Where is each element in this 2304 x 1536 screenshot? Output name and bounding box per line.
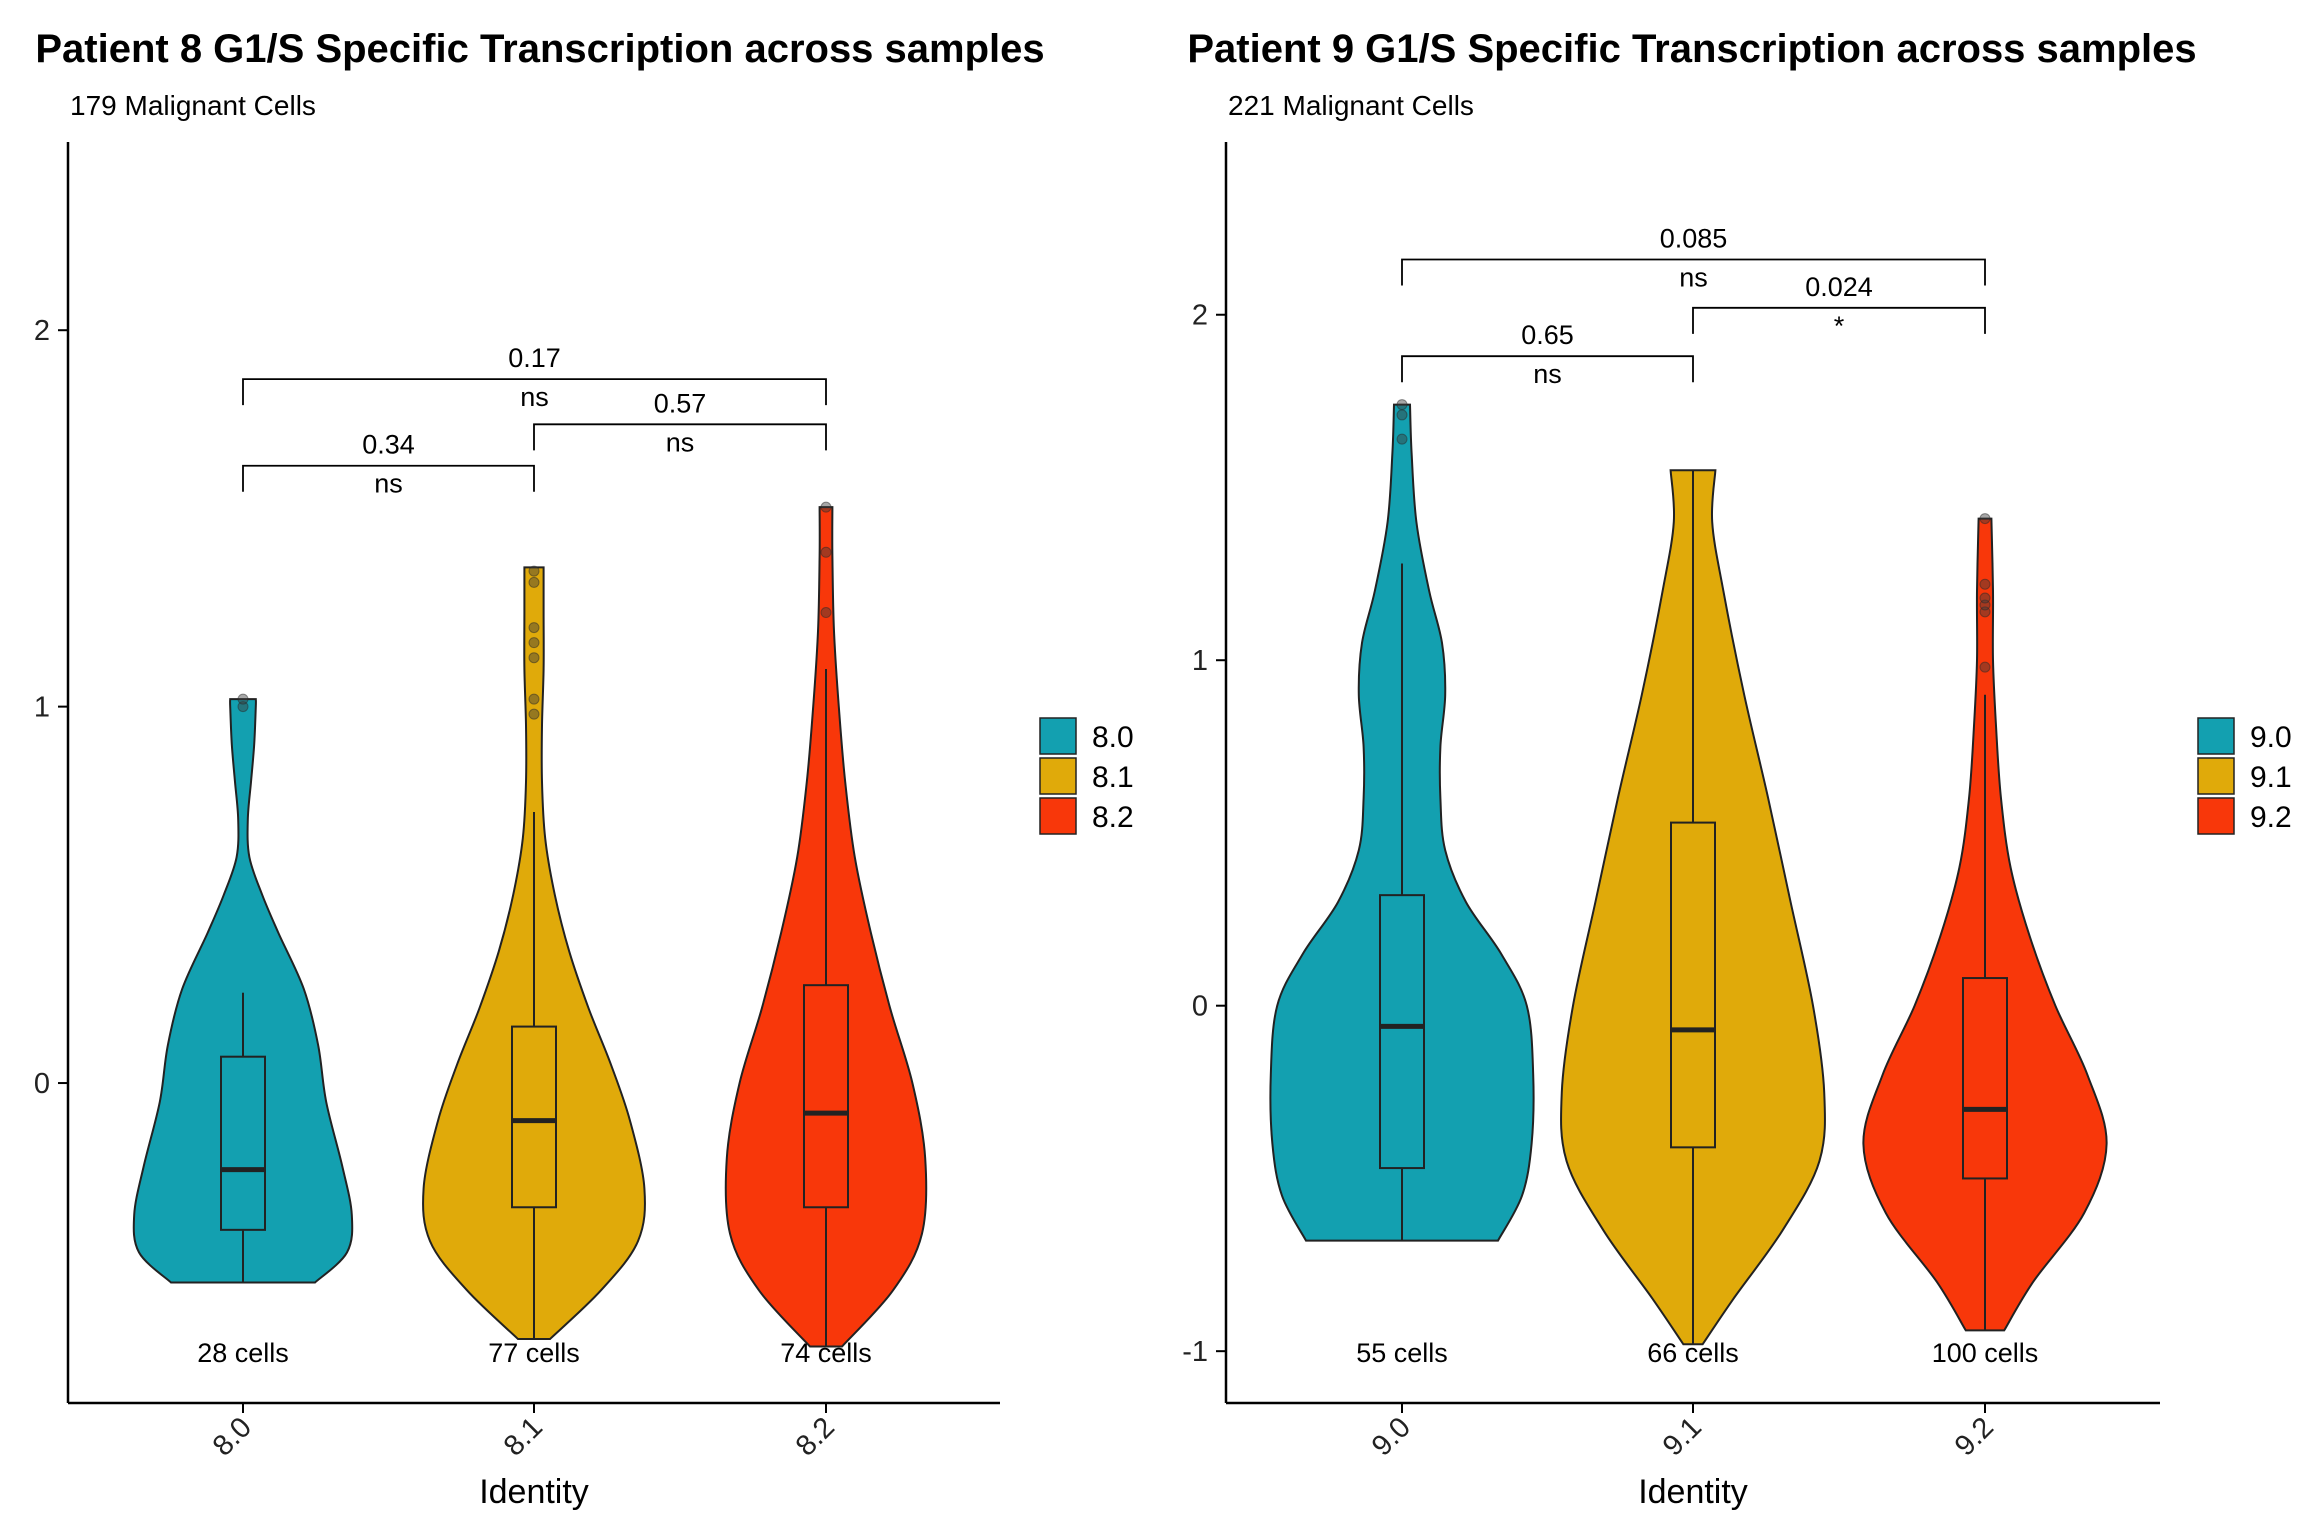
outlier-point	[528, 693, 540, 705]
x-tick-label: 9.1	[1657, 1411, 1708, 1462]
p-value-label: 0.34	[362, 430, 415, 460]
significance-label: ns	[666, 427, 695, 457]
p-value-label: 0.085	[1660, 223, 1728, 253]
cell-count-label: 100 cells	[1932, 1338, 2039, 1368]
p-value-label: 0.57	[654, 388, 707, 418]
comparison-bracket	[242, 378, 827, 406]
legend-swatch-9.1	[2197, 757, 2235, 795]
box-8.2	[803, 984, 849, 1209]
violin-9.1	[1560, 469, 1826, 1346]
outlier-point	[1979, 578, 1991, 590]
outlier-point	[528, 576, 540, 588]
chart-title: Patient 8 G1/S Specific Transcription ac…	[35, 27, 1044, 71]
panel-patient-9: Patient 9 G1/S Specific Transcription ac…	[1182, 27, 2292, 1511]
significance-label: ns	[520, 382, 549, 412]
cell-count-label: 66 cells	[1647, 1338, 1739, 1368]
legend-label: 8.0	[1092, 721, 1134, 754]
y-tick-label: 0	[1192, 991, 1208, 1023]
outlier-point	[1979, 592, 1991, 604]
outlier-point	[1396, 409, 1408, 421]
x-axis-title: Identity	[1638, 1473, 1748, 1511]
outlier-point	[237, 693, 249, 705]
outlier-point	[528, 637, 540, 649]
outlier-point	[820, 607, 832, 619]
outlier-point	[528, 708, 540, 720]
chart-subtitle: 221 Malignant Cells	[1228, 90, 1474, 121]
significance-label: *	[1834, 311, 1845, 341]
box-9.1	[1670, 821, 1716, 1149]
legend-label: 8.1	[1092, 761, 1134, 794]
cell-count-label: 55 cells	[1356, 1338, 1448, 1368]
significance-label: ns	[374, 469, 403, 499]
outlier-point	[528, 622, 540, 634]
comparison-bracket	[1401, 258, 1986, 286]
comparison-bracket	[242, 464, 535, 492]
violin-8.0	[132, 698, 354, 1284]
cell-count-label: 74 cells	[780, 1338, 872, 1368]
legend-swatch-8.0	[1039, 717, 1077, 755]
outlier-point	[1979, 661, 1991, 673]
p-value-label: 0.024	[1805, 272, 1873, 302]
y-tick-label: 2	[1192, 300, 1208, 332]
chart-subtitle: 179 Malignant Cells	[70, 90, 316, 121]
p-value-label: 0.17	[508, 343, 561, 373]
chart-title: Patient 9 G1/S Specific Transcription ac…	[1187, 27, 2196, 71]
x-axis-title: Identity	[479, 1473, 589, 1511]
box-9.0	[1379, 894, 1425, 1170]
cell-count-label: 77 cells	[488, 1338, 580, 1368]
y-tick-label: 1	[1192, 645, 1208, 677]
box-8.1	[511, 1025, 557, 1209]
comparison-bracket	[1401, 355, 1694, 383]
y-tick-label: 0	[34, 1068, 50, 1100]
panel-patient-8: Patient 8 G1/S Specific Transcription ac…	[34, 27, 1134, 1511]
legend-label: 9.0	[2250, 721, 2292, 754]
x-tick-label: 8.0	[207, 1411, 258, 1462]
significance-label: ns	[1533, 359, 1562, 389]
outlier-point	[1396, 433, 1408, 445]
x-tick-label: 9.2	[1949, 1411, 2000, 1462]
y-tick-label: -1	[1182, 1336, 1208, 1368]
p-value-label: 0.65	[1521, 320, 1574, 350]
y-tick-label: 2	[34, 315, 50, 347]
outlier-point	[528, 565, 540, 577]
box-9.2	[1962, 977, 2008, 1180]
comparison-bracket	[533, 423, 827, 451]
outlier-point	[1979, 513, 1991, 525]
cell-count-label: 28 cells	[197, 1338, 289, 1368]
outlier-point	[528, 652, 540, 664]
legend-swatch-9.2	[2197, 797, 2235, 835]
legend-label: 8.2	[1092, 801, 1134, 834]
legend-swatch-9.0	[2197, 717, 2235, 755]
legend-swatch-8.2	[1039, 797, 1077, 835]
significance-label: ns	[1679, 262, 1708, 292]
comparison-bracket	[1692, 306, 1986, 334]
outlier-point	[237, 701, 249, 713]
y-tick-label: 1	[34, 692, 50, 724]
legend-label: 9.2	[2250, 801, 2292, 834]
x-tick-label: 8.2	[790, 1411, 841, 1462]
x-tick-label: 9.0	[1366, 1411, 1417, 1462]
box-8.0	[220, 1055, 266, 1231]
outlier-point	[820, 546, 832, 558]
x-tick-label: 8.1	[498, 1411, 549, 1462]
legend-label: 9.1	[2250, 761, 2292, 794]
outlier-point	[1396, 399, 1408, 411]
legend-swatch-8.1	[1039, 757, 1077, 795]
outlier-point	[820, 501, 832, 513]
